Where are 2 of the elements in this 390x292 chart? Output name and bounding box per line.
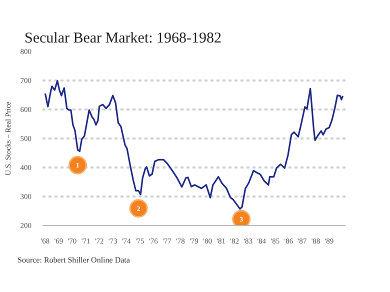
source-note: Source: Robert Shiller Online Data [18, 256, 130, 264]
chart-title: Secular Bear Market: 1968-1982 [24, 30, 222, 46]
